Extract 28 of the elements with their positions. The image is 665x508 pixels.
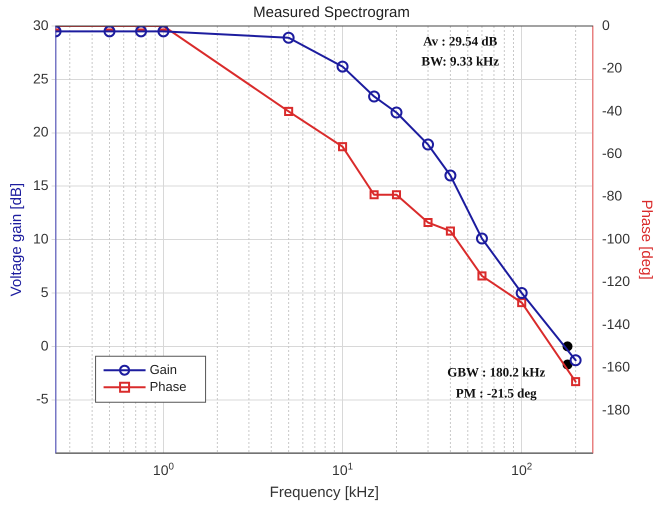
y2-tick-label: -140 (602, 316, 630, 332)
y2-tick-label: -80 (602, 188, 622, 204)
y2-axis-title: Phase [deg] (638, 200, 655, 280)
y-axis-title: Voltage gain [dB] (8, 182, 26, 296)
y-tick-label: 25 (32, 70, 49, 86)
y-tick-label: 30 (32, 16, 49, 33)
y2-tick-label: -40 (602, 102, 622, 118)
y-tick-label: 15 (32, 177, 49, 194)
annotation: Av : 29.54 dB (423, 33, 498, 48)
legend-label: Gain (150, 362, 178, 377)
y2-tick-label: 0 (602, 16, 610, 33)
y2-tick-label: -60 (602, 145, 622, 162)
chart-title: Measured Spectrogram (253, 4, 410, 22)
y-tick-label: 5 (40, 284, 49, 300)
y-tick-label: 10 (32, 230, 49, 246)
annotation: GBW : 180.2 kHz (447, 364, 546, 380)
x-axis-title: Frequency [kHz] (270, 484, 379, 502)
y2-tick-label: -160 (602, 358, 630, 375)
legend-label: Phase (150, 378, 186, 394)
y2-tick-label: -20 (602, 60, 622, 76)
annotation: PM : -21.5 deg (456, 386, 538, 401)
y-tick-label: 20 (32, 124, 49, 140)
y2-tick-label: -180 (602, 401, 630, 418)
y2-tick-label: -120 (602, 273, 630, 290)
y-tick-label: 0 (40, 337, 49, 354)
y2-tick-label: -100 (602, 230, 630, 246)
y-tick-label: -5 (36, 390, 49, 407)
annotation: BW: 9.33 kHz (421, 53, 500, 68)
